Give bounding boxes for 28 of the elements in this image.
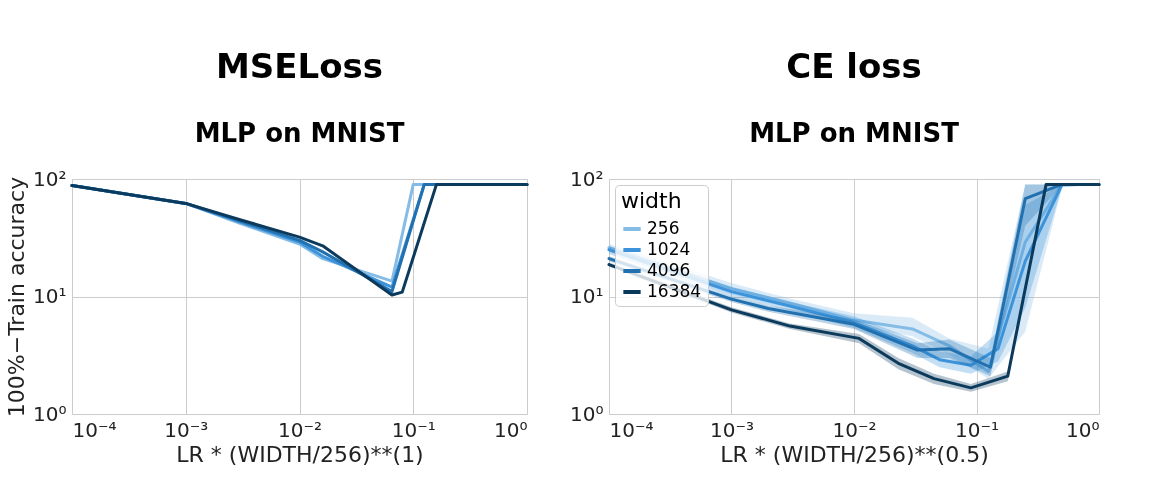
legend-label: 1024 xyxy=(647,239,691,259)
x-tick-label: 10⁻¹ xyxy=(391,417,436,442)
y-tick-label: 10² xyxy=(33,166,67,191)
x-axis-title: LR * (WIDTH/256)**(0.5) xyxy=(720,441,989,467)
x-tick-label: 10⁻² xyxy=(277,417,323,442)
y-tick-label: 10⁰ xyxy=(33,401,67,426)
legend-label: 256 xyxy=(647,218,680,238)
x-tick-label: 10⁻² xyxy=(832,417,877,442)
chart-title: CE loss xyxy=(786,46,922,86)
x-tick-label: 10⁰ xyxy=(1066,417,1100,442)
chart-title: MSELoss xyxy=(215,46,384,86)
x-tick-label: 10⁰ xyxy=(494,417,528,442)
y-tick-label: 10⁰ xyxy=(570,401,604,426)
chart-subtitle: MLP on MNIST xyxy=(749,118,960,148)
y-tick-label: 10² xyxy=(570,166,604,191)
legend-label: 16384 xyxy=(647,281,702,301)
y-tick-label: 10¹ xyxy=(570,284,604,308)
legend-label: 4096 xyxy=(647,260,691,280)
x-tick-label: 10⁻¹ xyxy=(954,417,1000,442)
x-axis-title: LR * (WIDTH/256)**(1) xyxy=(176,441,424,467)
x-tick-label: 10⁻³ xyxy=(709,417,755,442)
x-tick-label: 10⁻³ xyxy=(164,417,209,442)
x-tick-label: 10⁻⁴ xyxy=(72,417,117,442)
y-tick-label: 10¹ xyxy=(33,284,67,308)
chart-subtitle: MLP on MNIST xyxy=(194,118,405,148)
y-axis-title: 100%−Train accuracy xyxy=(4,176,30,418)
x-tick-label: 10⁻⁴ xyxy=(609,417,654,442)
legend-title: width xyxy=(621,188,682,213)
